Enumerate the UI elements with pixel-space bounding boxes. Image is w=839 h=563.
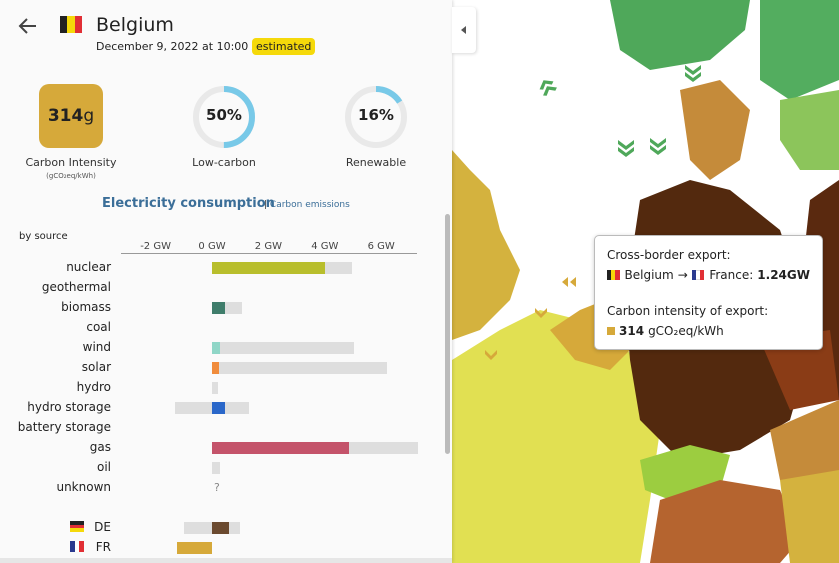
tab-electricity-consumption[interactable]: Electricity consumption bbox=[102, 196, 275, 211]
x-axis-line bbox=[121, 253, 417, 254]
production-bar[interactable] bbox=[212, 402, 225, 414]
map-region-sweden-south bbox=[780, 90, 839, 170]
belgium-flag-icon bbox=[60, 16, 82, 33]
source-label-gas: gas bbox=[89, 440, 111, 454]
collapse-panel-button[interactable] bbox=[452, 7, 476, 53]
map-region-czech bbox=[760, 330, 839, 410]
fr-flag-icon bbox=[70, 541, 84, 552]
back-arrow-icon[interactable] bbox=[16, 14, 40, 38]
map-region-norway bbox=[610, 0, 750, 70]
belgium-flag-icon bbox=[607, 270, 620, 280]
tooltip-to: France: bbox=[709, 268, 754, 282]
tooltip-ci-unit: gCO₂eq/kWh bbox=[648, 324, 724, 338]
source-label-solar: solar bbox=[81, 360, 111, 374]
carbon-intensity-label: Carbon Intensity bbox=[25, 156, 117, 169]
by-source-label: by source bbox=[19, 231, 68, 242]
tooltip-flow-row: Belgium → France: 1.24GW bbox=[607, 268, 810, 282]
capacity-bar[interactable] bbox=[212, 342, 355, 354]
capacity-bar[interactable] bbox=[212, 462, 221, 474]
exchange-arrows bbox=[539, 65, 701, 157]
zone-details-panel: Belgium December 9, 2022 at 10:00 AM est… bbox=[0, 14, 452, 563]
production-bar[interactable] bbox=[212, 342, 221, 354]
tooltip-ci-value: 314 bbox=[619, 324, 645, 338]
capacity-bar[interactable] bbox=[212, 382, 218, 394]
source-label-unknown: unknown bbox=[56, 480, 111, 494]
map-region-south bbox=[650, 480, 800, 563]
capacity-bar[interactable] bbox=[175, 402, 249, 414]
production-bar[interactable] bbox=[212, 302, 225, 314]
production-bar[interactable] bbox=[212, 362, 220, 374]
ci-color-swatch bbox=[607, 327, 615, 335]
estimated-badge: estimated bbox=[252, 38, 316, 55]
tooltip-from: Belgium bbox=[624, 268, 674, 282]
x-tick-label: 2 GW bbox=[254, 241, 282, 252]
renewable-value: 16% bbox=[358, 106, 394, 124]
map-region-sweden bbox=[760, 0, 839, 100]
source-label-battery-storage: battery storage bbox=[17, 420, 111, 434]
tooltip-amount: 1.24GW bbox=[757, 268, 810, 282]
carbon-intensity-box: 314 g bbox=[39, 84, 103, 148]
low-carbon-ring bbox=[193, 86, 255, 148]
carbon-intensity-unit: g bbox=[83, 106, 95, 126]
tooltip-ci-title: Carbon intensity of export: bbox=[607, 304, 769, 318]
x-tick-label: -2 GW bbox=[140, 241, 171, 252]
map-region-italy bbox=[780, 470, 839, 563]
x-tick-label: 0 GW bbox=[198, 241, 226, 252]
zone-title: Belgium bbox=[96, 14, 174, 36]
low-carbon-label: Low-carbon bbox=[192, 156, 256, 169]
source-label-wind: wind bbox=[82, 340, 111, 354]
x-tick-label: 4 GW bbox=[311, 241, 339, 252]
source-label-hydro: hydro bbox=[76, 380, 111, 394]
map-region-uk bbox=[452, 150, 520, 340]
panel-bottom-bar bbox=[0, 558, 452, 563]
exchange-arrows-fr bbox=[485, 277, 576, 360]
zone-datetime: December 9, 2022 at 10:00 AM bbox=[96, 40, 269, 53]
tab-separator: | bbox=[264, 200, 268, 210]
tooltip-title: Cross-border export: bbox=[607, 248, 731, 262]
exchange-label-fr: FR bbox=[95, 540, 111, 554]
de-flag-icon bbox=[70, 521, 84, 532]
renewable-ring bbox=[345, 86, 407, 148]
production-bar[interactable] bbox=[212, 262, 325, 274]
source-label-hydro-storage: hydro storage bbox=[27, 400, 111, 414]
exchange-label-de: DE bbox=[94, 520, 111, 534]
source-label-geothermal: geothermal bbox=[41, 280, 111, 294]
source-label-nuclear: nuclear bbox=[66, 260, 111, 274]
production-bar[interactable] bbox=[212, 442, 349, 454]
source-label-biomass: biomass bbox=[61, 300, 111, 314]
carbon-intensity-sublabel: (gCO₂eq/kWh) bbox=[46, 172, 96, 180]
renewable-label: Renewable bbox=[345, 156, 407, 169]
panel-scrollbar[interactable] bbox=[445, 214, 450, 454]
carbon-intensity-value: 314 bbox=[47, 106, 84, 126]
tooltip-arrow: → bbox=[677, 268, 688, 282]
tab-carbon-emissions-label: Carbon emissions bbox=[269, 200, 350, 210]
exchange-bar[interactable] bbox=[212, 522, 229, 534]
source-label-coal: coal bbox=[86, 320, 111, 334]
france-flag-icon bbox=[691, 270, 705, 280]
x-tick-label: 6 GW bbox=[367, 241, 395, 252]
export-tooltip: Cross-border export: Belgium → France: 1… bbox=[594, 235, 823, 350]
exchange-bar[interactable] bbox=[177, 542, 212, 554]
unknown-marker: ? bbox=[214, 481, 220, 494]
map-region-france bbox=[452, 310, 660, 563]
tooltip-ci-row: 314 gCO₂eq/kWh bbox=[607, 324, 810, 338]
chevron-left-icon bbox=[461, 26, 466, 34]
map-region-denmark bbox=[680, 80, 750, 180]
low-carbon-value: 50% bbox=[206, 106, 242, 124]
tab-carbon-emissions[interactable]: | Carbon emissions bbox=[264, 200, 350, 210]
source-label-oil: oil bbox=[96, 460, 111, 474]
capacity-bar[interactable] bbox=[212, 362, 387, 374]
